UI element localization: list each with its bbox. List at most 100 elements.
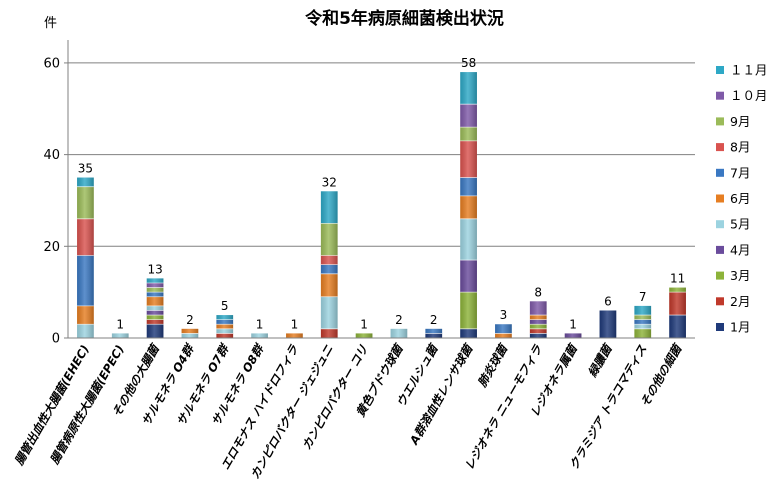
bar-segment-shading <box>216 319 234 325</box>
bar-segment-shading <box>669 315 686 338</box>
legend-swatch <box>716 220 724 229</box>
bar-total-label: 1 <box>360 317 368 331</box>
legend-label: １０月 <box>730 88 768 103</box>
legend-label: 4月 <box>730 242 750 257</box>
bar-segment-shading <box>460 328 477 338</box>
legend-label: 9月 <box>730 114 750 129</box>
bar-segment-shading <box>425 328 443 334</box>
bar-total-label: 5 <box>221 299 229 313</box>
labels: 35腸管出血性大腸菌(EHEC)1腸管病原性大腸菌(EPEC)13その他の大腸菌… <box>11 56 685 481</box>
bar-segment-shading <box>460 127 477 141</box>
bar-segment-shading <box>320 296 338 329</box>
bar-segment-shading <box>529 324 547 329</box>
bar-total-label: 6 <box>604 294 612 308</box>
bar-segment-shading <box>146 278 164 283</box>
x-category-label: カンピロバクター コリ <box>299 342 371 452</box>
bar-segment-shading <box>216 328 234 334</box>
chart-title: 令和5年病原細菌検出状況 <box>305 9 504 29</box>
bar-segment-shading <box>529 328 547 334</box>
bar-segment-shading <box>77 255 94 306</box>
bar-segment-shading <box>564 333 582 338</box>
axes: 0 20 40 60 <box>43 40 695 347</box>
bar-segment-shading <box>529 315 547 320</box>
y-tick-label: 40 <box>43 148 60 163</box>
bar-total-label: 32 <box>322 175 337 189</box>
bar-segment-shading <box>77 324 94 338</box>
legend-swatch <box>716 245 724 254</box>
legend-label: 2月 <box>730 294 750 309</box>
bar-segment-shading <box>529 333 547 338</box>
legend-label: 3月 <box>730 268 750 283</box>
bar-segment-shading <box>495 333 512 338</box>
y-axis-unit-label: 件 <box>44 16 58 31</box>
y-tick-label: 0 <box>52 332 60 347</box>
y-tick-label: 60 <box>43 56 60 71</box>
gridlines <box>68 62 695 247</box>
bar-segment-shading <box>320 328 338 338</box>
bar-segment-shading <box>77 218 94 256</box>
x-category-label: 緑膿菌 <box>585 340 616 380</box>
legend-swatch <box>716 91 724 100</box>
bar-segment-shading <box>460 177 477 196</box>
bar-segment-shading <box>460 104 477 128</box>
bar-total-label: 35 <box>78 162 93 176</box>
bar-segment-shading <box>320 191 338 224</box>
bar-segment-shading <box>146 282 164 288</box>
bar-segment-shading <box>634 315 652 320</box>
bar-segment-shading <box>529 301 547 316</box>
bar-segment-shading <box>355 333 373 338</box>
legend-label: 8月 <box>730 140 750 155</box>
bar-segment-shading <box>460 260 477 293</box>
bar-total-label: 11 <box>670 272 685 286</box>
bar-segment-shading <box>216 315 234 320</box>
bar-total-label: 1 <box>291 317 299 331</box>
bar-segment-shading <box>146 319 164 325</box>
bar-segment-shading <box>669 287 686 293</box>
bar-total-label: 1 <box>569 317 577 331</box>
bar-segment-shading <box>634 324 652 329</box>
bar-segment-shading <box>320 255 338 265</box>
bars <box>77 72 686 339</box>
bar-segment-shading <box>529 319 547 325</box>
bar-segment-shading <box>460 292 477 329</box>
bar-segment-shading <box>320 273 338 297</box>
bar-segment-shading <box>634 305 652 316</box>
bar-segment-shading <box>216 333 234 338</box>
y-tick-label: 20 <box>43 240 60 255</box>
bar-segment-shading <box>216 324 234 329</box>
bar-total-label: 58 <box>461 56 476 70</box>
bar-segment-shading <box>669 292 686 316</box>
bar-segment-shading <box>460 195 477 219</box>
bar-segment-shading <box>146 287 164 293</box>
bar-segment-shading <box>77 177 94 187</box>
bar-segment-shading <box>286 333 303 338</box>
bar-segment-shading <box>146 315 164 320</box>
bar-segment-shading <box>181 333 199 338</box>
bar-segment-shading <box>251 333 268 338</box>
bar-segment-shading <box>599 310 617 338</box>
bar-segment-shading <box>77 305 94 325</box>
legend-swatch <box>716 117 724 126</box>
bar-segment-shading <box>320 264 338 274</box>
bar-segment-shading <box>77 186 94 219</box>
x-category-label: クラミジア トラコマティス <box>567 342 650 472</box>
legend-swatch <box>716 297 724 306</box>
bar-segment-shading <box>460 218 477 261</box>
legend-swatch <box>716 323 724 331</box>
bar-segment-shading <box>146 292 164 297</box>
legend-swatch <box>716 168 724 177</box>
bar-segment-shading <box>495 324 512 334</box>
legend-swatch <box>716 194 724 203</box>
bar-segment-shading <box>634 328 652 338</box>
bar-segment-shading <box>634 319 652 325</box>
x-category-label: 肺炎球菌 <box>474 340 511 390</box>
bar-segment-shading <box>460 140 477 178</box>
legend-label: 7月 <box>730 165 750 180</box>
bar-total-label: 1 <box>256 317 264 331</box>
legend: １１月 １０月 9月 8月 7月 6月 5月 4月 3月 2月 1月 <box>716 63 768 335</box>
bar-segment-shading <box>181 328 199 334</box>
bar-segment-shading <box>425 333 443 338</box>
bar-segment-shading <box>390 328 408 338</box>
bar-segment-shading <box>146 296 164 306</box>
